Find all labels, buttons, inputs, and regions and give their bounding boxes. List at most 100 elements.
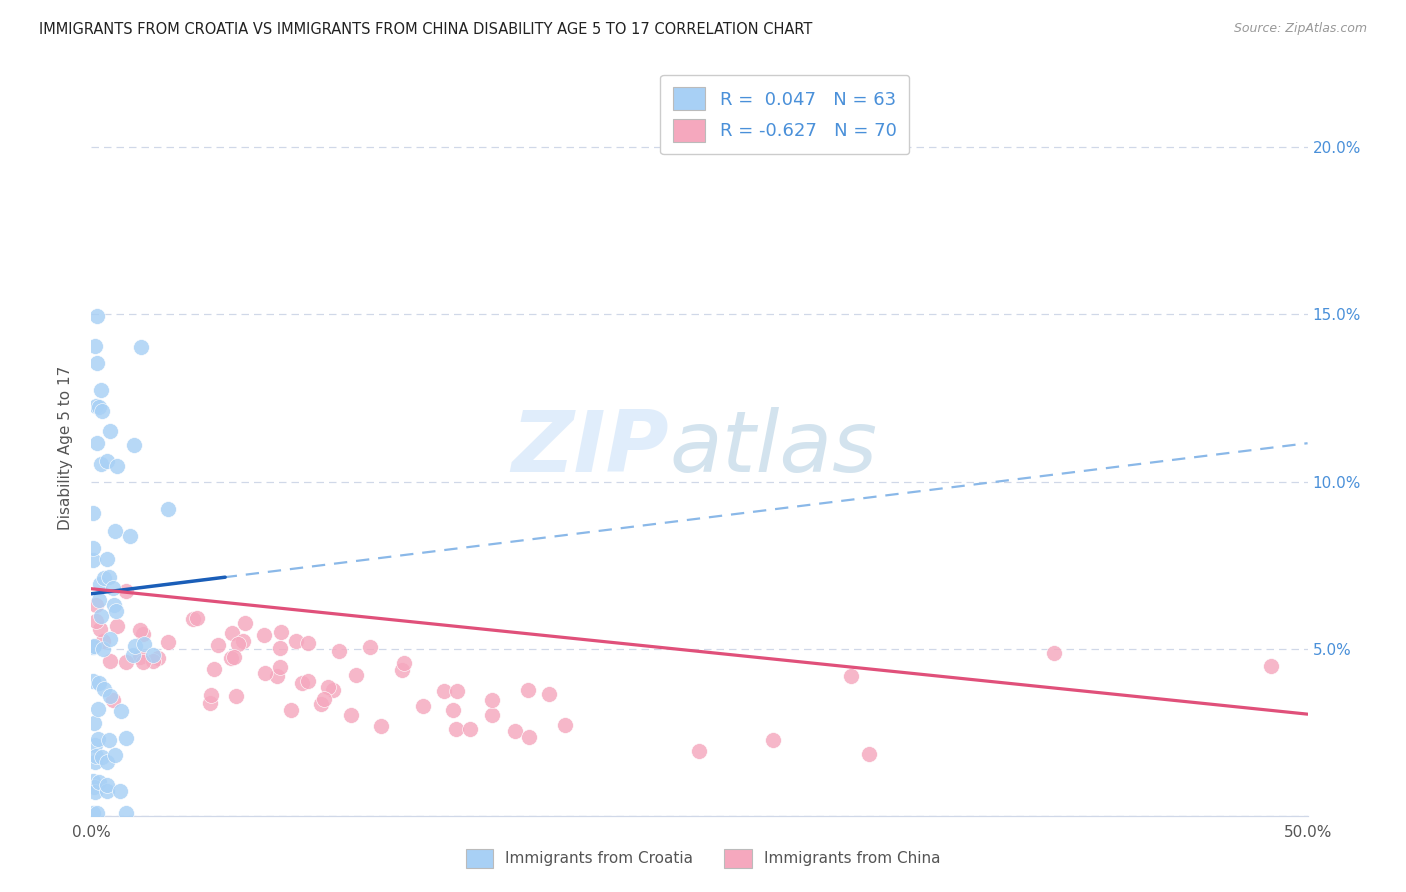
Point bbox=[86, 702, 108, 716]
Point bbox=[84, 339, 107, 353]
Point bbox=[517, 730, 540, 744]
Point bbox=[412, 698, 434, 713]
Point bbox=[280, 703, 302, 717]
Point bbox=[91, 633, 114, 648]
Point bbox=[110, 784, 132, 798]
Point bbox=[297, 636, 319, 650]
Point bbox=[221, 626, 243, 640]
Point bbox=[1260, 659, 1282, 673]
Point bbox=[129, 623, 152, 637]
Text: ZIP: ZIP bbox=[512, 407, 669, 490]
Point bbox=[104, 524, 127, 539]
Point bbox=[101, 693, 124, 707]
Point bbox=[91, 404, 114, 418]
Point bbox=[114, 731, 136, 745]
Point bbox=[82, 805, 104, 820]
Point bbox=[269, 660, 291, 674]
Point bbox=[232, 634, 254, 648]
Point bbox=[104, 603, 127, 617]
Point bbox=[89, 623, 111, 637]
Point bbox=[270, 625, 292, 640]
Point bbox=[104, 747, 127, 762]
Point bbox=[90, 458, 112, 472]
Point bbox=[134, 637, 156, 651]
Point bbox=[340, 708, 363, 723]
Point bbox=[84, 738, 107, 752]
Point bbox=[105, 619, 128, 633]
Point bbox=[266, 668, 288, 682]
Point bbox=[503, 724, 526, 739]
Point bbox=[157, 635, 180, 649]
Point bbox=[554, 718, 576, 732]
Point bbox=[121, 648, 143, 662]
Point bbox=[91, 642, 114, 657]
Point bbox=[309, 697, 332, 711]
Point bbox=[516, 682, 538, 697]
Point bbox=[90, 384, 112, 398]
Point bbox=[222, 649, 245, 664]
Point bbox=[86, 435, 108, 450]
Point bbox=[118, 529, 141, 543]
Point bbox=[285, 633, 308, 648]
Point bbox=[90, 609, 112, 624]
Point bbox=[101, 581, 124, 595]
Point bbox=[225, 689, 247, 703]
Point bbox=[93, 571, 115, 585]
Text: Source: ZipAtlas.com: Source: ZipAtlas.com bbox=[1233, 22, 1367, 36]
Point bbox=[83, 640, 105, 654]
Legend: R =  0.047   N = 63, R = -0.627   N = 70: R = 0.047 N = 63, R = -0.627 N = 70 bbox=[659, 75, 910, 154]
Point bbox=[98, 632, 121, 646]
Point bbox=[96, 756, 118, 770]
Point bbox=[481, 707, 503, 722]
Point bbox=[156, 502, 179, 516]
Point bbox=[84, 400, 107, 414]
Point bbox=[688, 743, 710, 757]
Point bbox=[97, 570, 120, 584]
Point bbox=[446, 683, 468, 698]
Point bbox=[90, 749, 112, 764]
Point bbox=[115, 655, 138, 669]
Point bbox=[124, 639, 146, 653]
Point bbox=[82, 541, 104, 556]
Point bbox=[83, 780, 105, 795]
Point bbox=[132, 655, 155, 669]
Point bbox=[96, 454, 118, 468]
Point bbox=[96, 551, 118, 566]
Point bbox=[142, 654, 165, 668]
Point bbox=[253, 628, 276, 642]
Point bbox=[86, 356, 108, 370]
Point bbox=[82, 673, 104, 688]
Point bbox=[202, 662, 225, 676]
Point bbox=[100, 689, 122, 703]
Point bbox=[391, 663, 413, 677]
Y-axis label: Disability Age 5 to 17: Disability Age 5 to 17 bbox=[58, 366, 73, 531]
Legend: Immigrants from Croatia, Immigrants from China: Immigrants from Croatia, Immigrants from… bbox=[460, 843, 946, 873]
Point bbox=[89, 576, 111, 591]
Point bbox=[269, 640, 291, 655]
Point bbox=[444, 722, 467, 736]
Point bbox=[370, 719, 392, 733]
Point bbox=[207, 638, 229, 652]
Point bbox=[105, 458, 128, 473]
Point bbox=[128, 650, 150, 665]
Text: IMMIGRANTS FROM CROATIA VS IMMIGRANTS FROM CHINA DISABILITY AGE 5 TO 17 CORRELAT: IMMIGRANTS FROM CROATIA VS IMMIGRANTS FR… bbox=[39, 22, 813, 37]
Point bbox=[84, 749, 107, 764]
Point bbox=[312, 691, 335, 706]
Point bbox=[839, 669, 862, 683]
Point bbox=[87, 400, 110, 414]
Point bbox=[82, 640, 104, 655]
Point bbox=[82, 774, 104, 789]
Point bbox=[86, 309, 108, 323]
Point bbox=[328, 644, 350, 658]
Point bbox=[537, 687, 560, 701]
Point bbox=[291, 676, 314, 690]
Point bbox=[96, 784, 118, 798]
Point bbox=[89, 675, 111, 690]
Point bbox=[322, 683, 344, 698]
Point bbox=[103, 599, 125, 613]
Point bbox=[93, 681, 115, 696]
Point bbox=[198, 697, 221, 711]
Point bbox=[122, 438, 145, 452]
Point bbox=[392, 656, 415, 670]
Point bbox=[318, 680, 340, 694]
